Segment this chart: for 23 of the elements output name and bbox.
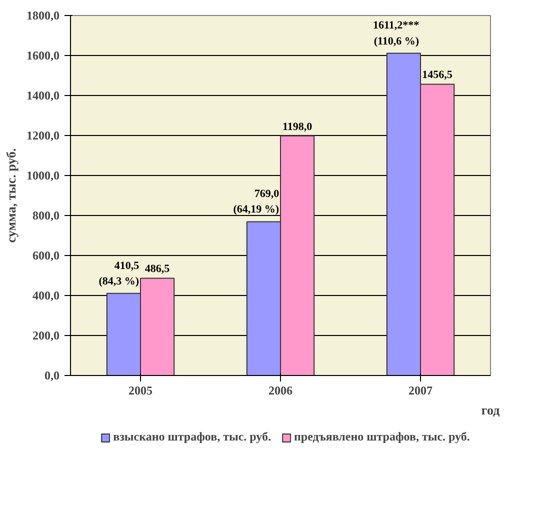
y-tick-label: 0,0 [44,368,60,382]
y-tick-label: 400,0 [32,288,60,302]
data-label: 1456,5 [422,69,453,82]
legend-label: взыскано штрафов, тыс. руб. [113,430,272,444]
data-label: 1198,0 [282,120,313,133]
y-tick-label: 1400,0 [26,88,60,102]
x-tick-label: 2005 [128,384,152,398]
y-tick-label: 800,0 [32,208,60,222]
x-tick-label: 2006 [268,384,292,398]
data-label: 486,5 [144,263,170,276]
y-tick-label: 200,0 [32,328,60,342]
data-label: 769,0 (64,19 %) [233,188,280,216]
y-tick-label: 600,0 [32,248,60,262]
legend-label: предъявлено штрафов, тыс. руб. [294,430,470,444]
x-axis-title: год [481,402,500,418]
y-axis-title: сумма, тыс. руб. [4,148,18,243]
y-tick-label: 1600,0 [26,48,60,62]
y-tick-label: 1200,0 [26,128,60,142]
x-tick-label: 2007 [408,384,432,398]
y-tick-label: 1800,0 [26,8,60,22]
data-label: 1611,2*** (110,6 %) [372,20,420,48]
y-tick-label: 1000,0 [26,168,60,182]
data-label: 410,5 (84,3 %) [98,260,140,288]
